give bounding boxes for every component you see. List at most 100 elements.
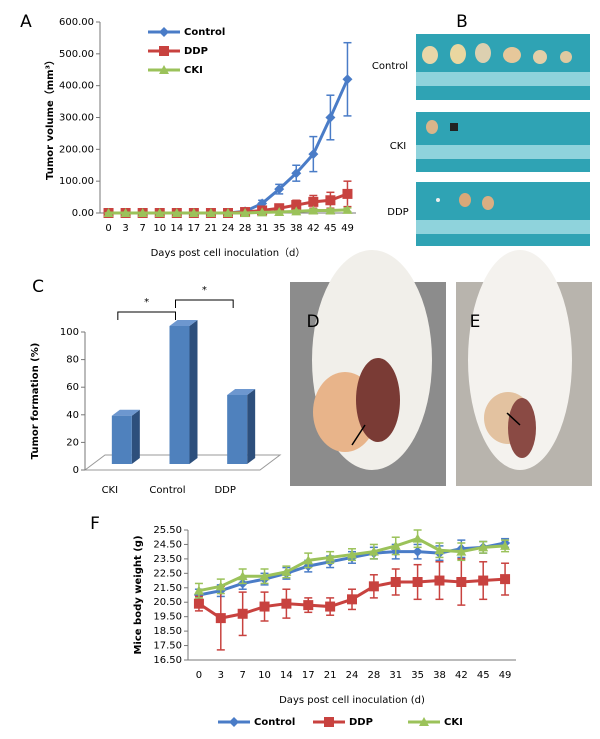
chart: C 0 20 40 60 80 100 Tumor formation (%) CKI Contr…: [30, 277, 282, 496]
x-tick-label: 3: [122, 223, 128, 234]
marker: [412, 533, 423, 543]
x-tick-label: 42: [455, 670, 468, 681]
significance-bracket: [175, 299, 234, 308]
bar-top: [227, 389, 256, 395]
panel-label: F: [90, 514, 100, 534]
legend-label: Control: [254, 717, 295, 728]
marker: [159, 27, 169, 37]
marker: [368, 581, 379, 592]
photo: [416, 112, 590, 172]
bar-side: [189, 320, 198, 464]
y-tick-label: 16.50: [153, 655, 182, 666]
y-tick-label: 600.00: [59, 17, 94, 28]
marker: [291, 206, 302, 216]
x-tick-label: 21: [205, 223, 218, 234]
bar-side: [131, 409, 140, 464]
y-tick-label: 60: [66, 382, 79, 393]
x-tick-label: 35: [273, 223, 286, 234]
panel-label: D: [306, 312, 319, 332]
marker: [390, 577, 401, 587]
annotation: *: [144, 297, 149, 308]
photo-label: Control: [372, 61, 408, 72]
x-tick-label: 38: [290, 223, 303, 234]
x-tick-label: 31: [256, 223, 269, 234]
chart: A 0.00 100.00 200.00 300.00 400.00 500.00 600.0…: [20, 12, 356, 259]
marker: [308, 205, 319, 215]
x-tick-label: 35: [411, 670, 424, 681]
marker: [229, 717, 239, 727]
x-tick-label: 24: [222, 223, 235, 234]
marker: [434, 575, 445, 586]
marker: [456, 577, 467, 587]
x-tick-label: 7: [139, 223, 145, 234]
tumor: [422, 46, 438, 64]
chart: F 16.50 17.50 18.50 19.50 20.50 21.50 22.50 23.5…: [90, 514, 516, 728]
marker: [281, 598, 292, 609]
marker: [303, 555, 314, 565]
photo-panel-b: Control CKI DDP B: [372, 12, 590, 246]
y-tick-label: 400.00: [59, 81, 94, 92]
marker: [274, 184, 285, 195]
legend-label: DDP: [349, 717, 373, 728]
organ: [508, 398, 536, 458]
marker: [205, 208, 216, 217]
y-axis-title: Mice body weight (g): [133, 535, 144, 654]
ruler: [416, 220, 590, 234]
marker: [325, 601, 336, 612]
legend-label: DDP: [184, 46, 208, 57]
x-tick-label: 10: [258, 670, 271, 681]
x-tick-label: 49: [341, 223, 354, 234]
tumor: [459, 193, 471, 207]
y-tick-label: 19.50: [153, 612, 182, 623]
photo-panel-e: E: [456, 250, 592, 486]
y-tick-label: 18.50: [153, 626, 182, 637]
x-tick-label: 14: [280, 670, 293, 681]
x-axis-title: Days post cell inoculation (d): [279, 695, 425, 706]
marker: [308, 196, 319, 207]
x-tick-label: 38: [433, 670, 446, 681]
annotation: *: [202, 285, 207, 296]
x-tick-label: 28: [367, 670, 380, 681]
x-tick-label: 0: [196, 670, 202, 681]
marker: [347, 594, 357, 605]
panel-label: E: [470, 312, 481, 332]
marker: [368, 546, 379, 556]
y-tick-label: 22.50: [153, 568, 182, 579]
marker: [412, 546, 423, 557]
x-tick-label: 24: [346, 670, 359, 681]
panel-label: A: [20, 12, 32, 32]
bar-top: [169, 320, 198, 326]
marker: [325, 112, 336, 123]
marker: [325, 552, 336, 562]
marker: [215, 581, 226, 591]
x-tick-label: 17: [302, 670, 315, 681]
x-tick-label: 0: [105, 223, 111, 234]
bar-top: [111, 409, 140, 416]
x-tick-label: 45: [324, 223, 337, 234]
x-tick-label: 3: [218, 670, 224, 681]
marker: [478, 542, 489, 552]
y-tick-label: 0.00: [72, 208, 94, 219]
panel-label: C: [32, 277, 44, 297]
y-tick-label: 100: [60, 327, 79, 338]
y-tick-label: 17.50: [153, 641, 182, 652]
marker: [419, 717, 429, 726]
tumor: [503, 47, 521, 63]
marker: [193, 598, 204, 609]
marker: [137, 208, 148, 217]
y-tick-label: 200.00: [59, 144, 94, 155]
x-tick-label: 7: [239, 670, 245, 681]
x-tick-label: 42: [307, 223, 320, 234]
tumor: [475, 43, 491, 63]
marker: [188, 208, 199, 217]
marker: [342, 74, 353, 85]
y-tick-label: 20: [66, 437, 79, 448]
ruler: [416, 72, 590, 86]
x-tick-label: 10: [153, 223, 166, 234]
y-tick-label: 100.00: [59, 176, 94, 187]
marker: [324, 717, 334, 727]
tumor: [533, 50, 547, 64]
bar: [227, 395, 248, 464]
marker: [291, 200, 302, 211]
